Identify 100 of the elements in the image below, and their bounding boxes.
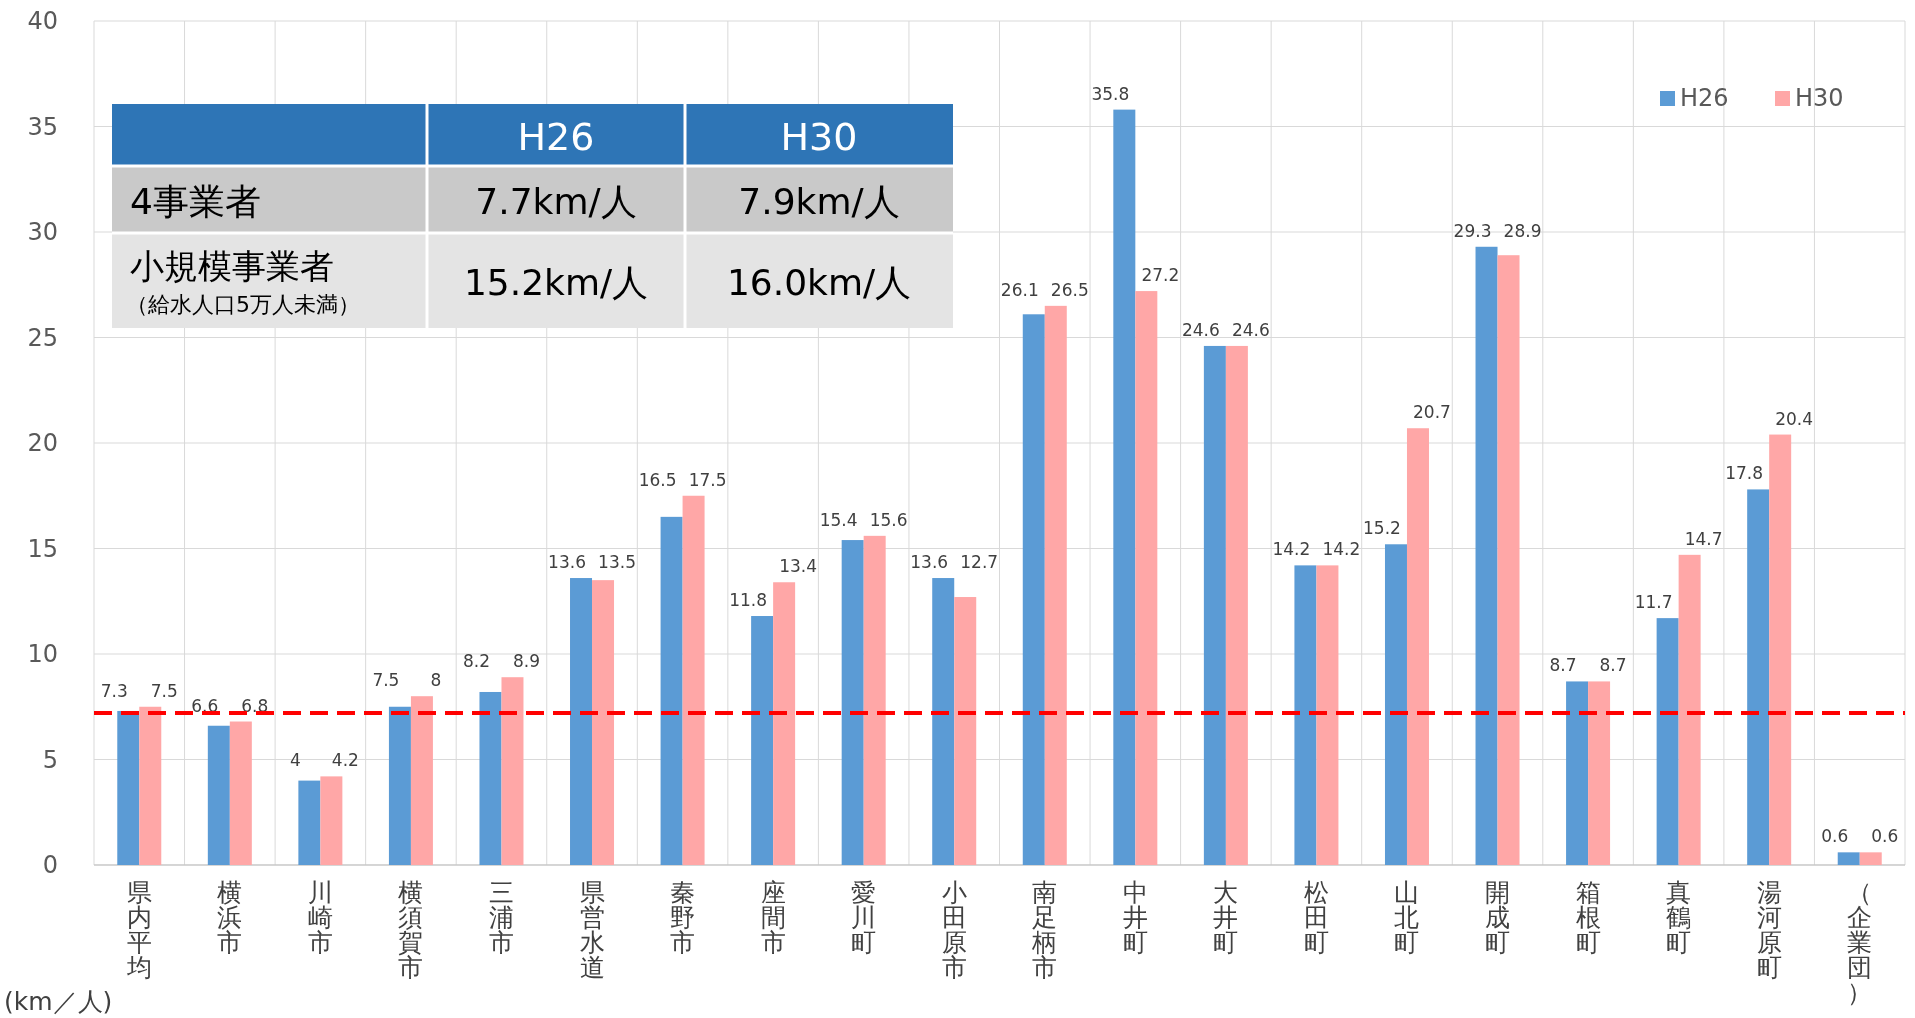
data-label: 4: [289, 750, 301, 771]
data-label: 14.2: [1322, 539, 1361, 560]
bar: [592, 580, 615, 865]
data-label: 35.8: [1091, 83, 1130, 104]
bar: [117, 710, 140, 865]
annotation: H30: [780, 115, 858, 159]
bar: [1113, 109, 1136, 865]
bar: [1475, 246, 1498, 865]
bar: [298, 780, 321, 865]
x-tick-label: （企業団）: [1847, 878, 1873, 1007]
data-label: 14.2: [1272, 539, 1311, 560]
bar: [660, 516, 683, 865]
data-label: 24.6: [1231, 319, 1270, 340]
data-label: 8.7: [1549, 655, 1577, 676]
data-label: 0.6: [1821, 826, 1849, 847]
y-tick-label: 0: [42, 851, 58, 879]
data-label: 8: [430, 670, 442, 691]
bar: [1566, 681, 1589, 865]
x-tick-label: 横浜市: [217, 878, 243, 957]
bar: [1656, 618, 1679, 865]
data-label: 26.1: [1000, 279, 1039, 300]
bar: [320, 776, 343, 865]
annotation: （給水人口5万人未満）: [126, 292, 360, 317]
bar: [1294, 565, 1317, 865]
bar: [1384, 544, 1407, 865]
bar: [1859, 852, 1882, 865]
annotation: 7.7km/人: [475, 181, 637, 222]
data-label: 13.4: [779, 556, 818, 577]
bar: [1135, 291, 1158, 865]
bar: [1678, 554, 1701, 865]
data-label: 13.6: [910, 552, 949, 573]
bar: [1225, 345, 1248, 865]
data-label: 7.5: [150, 680, 178, 701]
data-label: 8.9: [512, 651, 540, 672]
x-tick-label: 松田町: [1303, 878, 1329, 957]
data-label: 11.7: [1634, 592, 1673, 613]
data-label: 15.4: [819, 509, 858, 530]
y-tick-label: 5: [42, 745, 58, 774]
data-label: 17.8: [1725, 463, 1764, 484]
x-tick-label: 秦野市: [670, 878, 696, 957]
data-label: 4.2: [331, 750, 359, 771]
data-label: 7.5: [372, 670, 400, 691]
x-tick-label: 大井町: [1213, 878, 1239, 957]
data-label: 12.7: [960, 552, 999, 573]
bar: [1747, 489, 1770, 865]
x-tick-label: 小田原市: [941, 878, 967, 982]
bar: [751, 616, 774, 865]
data-label: 20.4: [1775, 408, 1814, 429]
bar: [1837, 852, 1860, 865]
annotation: 4事業者: [130, 181, 261, 222]
bar: [841, 540, 864, 865]
y-tick-label: 25: [27, 323, 58, 352]
y-axis-title: (km／人): [4, 987, 113, 1016]
y-tick-label: 10: [27, 640, 58, 668]
bar: [229, 721, 252, 865]
x-tick-label: 山北町: [1394, 878, 1420, 957]
bar: [388, 706, 411, 865]
bar: [1044, 305, 1067, 865]
x-tick-label: 県営水道: [579, 878, 605, 982]
x-tick-label: 県内平均: [125, 878, 152, 982]
data-label: 16.5: [638, 469, 677, 490]
bar: [1588, 681, 1611, 865]
bar: [1406, 428, 1429, 865]
data-label: 29.3: [1453, 220, 1492, 241]
data-label: 26.5: [1050, 279, 1089, 300]
x-tick-label: 中井町: [1122, 878, 1148, 957]
bar: [410, 696, 433, 865]
annotation: 7.9km/人: [738, 181, 900, 222]
x-tick-label: 川崎市: [307, 878, 333, 957]
y-tick-label: 30: [27, 218, 58, 246]
data-label: 15.6: [869, 509, 908, 530]
x-tick-label: 南足柄市: [1031, 878, 1058, 982]
x-tick-label: 湯河原町: [1756, 878, 1782, 982]
y-tick-label: 35: [27, 112, 58, 141]
bar: [139, 706, 162, 865]
bar: [501, 677, 524, 865]
bar: [932, 578, 955, 865]
x-tick-label: 横須賀市: [398, 878, 424, 982]
data-label: 17.5: [688, 469, 727, 490]
x-tick-label: 真鶴町: [1666, 878, 1692, 957]
x-tick-label: 箱根町: [1575, 878, 1601, 957]
annotation: 小規模事業者: [130, 246, 334, 286]
bar: [570, 578, 593, 865]
y-tick-label: 15: [27, 534, 58, 563]
data-label: 15.2: [1363, 518, 1401, 539]
data-label: 24.6: [1181, 319, 1220, 340]
bar: [479, 691, 502, 865]
bar: [1203, 345, 1226, 865]
data-label: 7.3: [100, 680, 128, 701]
annotation: 16.0km/人: [726, 262, 912, 303]
y-tick-label: 40: [27, 7, 58, 35]
legend-label: H30: [1795, 84, 1844, 112]
bar: [682, 495, 705, 865]
data-label: 27.2: [1141, 265, 1180, 286]
bar: [954, 597, 977, 865]
x-tick-label: 愛川町: [851, 878, 877, 957]
bar: [773, 582, 796, 865]
annotation: H26: [517, 115, 595, 159]
bar: [1316, 565, 1339, 865]
data-label: 8.2: [462, 651, 490, 672]
